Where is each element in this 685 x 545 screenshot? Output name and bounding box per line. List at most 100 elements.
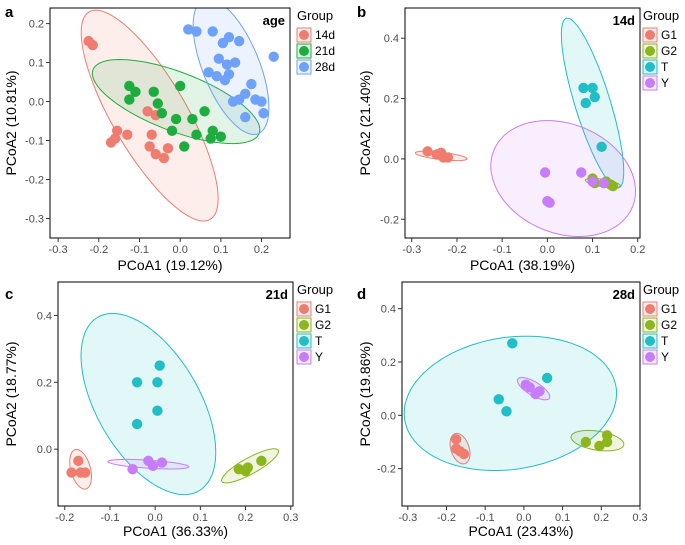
panel-c: c 21d -0.2 -0.1 0.0 0.1 0.2 0.3 0.0 0.2 0.4 PCoA1 (… bbox=[3, 281, 333, 539]
legend-label-G1: G1 bbox=[315, 302, 331, 316]
point-28d-2 bbox=[207, 26, 218, 37]
point-28d-4 bbox=[223, 32, 235, 43]
x-tick-label-d-1: -0.2 bbox=[437, 512, 456, 524]
point-Y-3 bbox=[576, 167, 587, 178]
x-tick-label-c-4: 0.2 bbox=[238, 512, 253, 524]
point-T-1 bbox=[501, 406, 512, 417]
point-14d-10 bbox=[150, 148, 161, 160]
legend-key-dot-G1 bbox=[299, 304, 309, 314]
legend-title-d: Group bbox=[643, 282, 679, 297]
point-21d-15 bbox=[205, 133, 216, 144]
point-G2-0 bbox=[580, 436, 592, 448]
point-21d-12 bbox=[199, 106, 210, 117]
point-T-2 bbox=[152, 405, 163, 416]
y-axis-label-d: PCoA2 (19.86%) bbox=[357, 341, 373, 446]
point-Y-2 bbox=[147, 460, 159, 472]
point-T-0 bbox=[578, 82, 589, 94]
y-tick-label-b-0: -0.2 bbox=[380, 214, 399, 226]
x-tick-label-a-0: -0.3 bbox=[49, 244, 68, 256]
point-T-3 bbox=[589, 91, 601, 103]
point-Y-3 bbox=[534, 386, 545, 397]
legend-key-dot-T bbox=[645, 62, 655, 72]
y-tick-label-a-4: 0.1 bbox=[29, 58, 44, 70]
legend-key-dot-21d bbox=[299, 46, 309, 56]
legend-label-Y: Y bbox=[661, 76, 669, 90]
x-tick-label-b-1: -0.2 bbox=[447, 244, 466, 256]
legend-key-dot-Y bbox=[299, 352, 309, 362]
legend-key-dot-28d bbox=[299, 62, 309, 72]
point-Y-3 bbox=[156, 457, 168, 468]
point-14d-8 bbox=[146, 129, 157, 140]
point-T-2 bbox=[580, 97, 591, 109]
y-tick-label-b-1: 0.0 bbox=[384, 154, 399, 166]
legend-key-dot-14d bbox=[299, 30, 309, 40]
x-tick-label-a-1: -0.2 bbox=[89, 244, 108, 256]
x-axis-label-b: PCoA1 (38.19%) bbox=[470, 257, 575, 273]
legend-label-G2: G2 bbox=[661, 44, 677, 58]
legend-label-21d: 21d bbox=[315, 44, 335, 58]
point-14d-9 bbox=[144, 141, 155, 152]
legend-label-G2: G2 bbox=[661, 318, 677, 332]
point-28d-13 bbox=[219, 74, 231, 86]
legend-label-T: T bbox=[661, 334, 669, 348]
ellipses-b bbox=[414, 17, 637, 237]
legend-title-a: Group bbox=[297, 8, 333, 23]
point-21d-8 bbox=[174, 80, 186, 92]
x-tick-label-a-5: 0.2 bbox=[254, 244, 269, 256]
point-14d-12 bbox=[162, 143, 174, 154]
panel-b: b 14d -0.3 -0.2 -0.1 0.0 0.1 0.2 -0.2 0.0 0.2 0.4 PC… bbox=[357, 4, 679, 273]
point-28d-10 bbox=[203, 67, 214, 78]
point-28d-6 bbox=[213, 53, 225, 64]
point-G1-3 bbox=[79, 467, 91, 478]
point-T-2 bbox=[507, 338, 518, 349]
point-T-1 bbox=[131, 418, 143, 430]
point-Y-0 bbox=[539, 167, 551, 178]
point-G2-2 bbox=[242, 462, 254, 473]
y-tick-label-a-0: -0.3 bbox=[25, 214, 44, 226]
plot-title-b: 14d bbox=[613, 13, 635, 28]
y-axis-label-b: PCoA2 (21.40%) bbox=[357, 70, 373, 175]
x-tick-label-d-0: -0.3 bbox=[398, 512, 417, 524]
x-tick-label-c-0: -0.2 bbox=[55, 512, 74, 524]
point-G1-1 bbox=[73, 455, 84, 467]
point-G1-0 bbox=[422, 146, 433, 157]
point-T-3 bbox=[541, 372, 553, 384]
point-28d-20 bbox=[227, 96, 239, 107]
legend-key-dot-G1 bbox=[645, 30, 655, 40]
point-28d-18 bbox=[256, 96, 267, 107]
legend-label-G1: G1 bbox=[661, 302, 677, 316]
ellipse-T bbox=[403, 335, 618, 471]
point-28d-8 bbox=[229, 57, 241, 68]
x-tick-label-a-2: -0.1 bbox=[130, 244, 149, 256]
y-axis-label-c: PCoA2 (18.77%) bbox=[3, 341, 19, 446]
y-tick-label-d-3: 0.4 bbox=[381, 304, 396, 316]
point-21d-2 bbox=[124, 94, 135, 105]
point-14d-1 bbox=[87, 39, 98, 51]
legend-key-dot-Y bbox=[645, 352, 655, 362]
point-28d-1 bbox=[191, 26, 202, 37]
y-tick-label-d-0: -0.2 bbox=[377, 464, 396, 476]
panel-a: a age -0.3 -0.2 -0.1 0.0 0.1 0.2 -0.3 -0.2 -0.1 0.0… bbox=[3, 4, 335, 273]
legend-label-T: T bbox=[315, 334, 323, 348]
point-G1-0 bbox=[66, 467, 77, 478]
y-tick-label-b-2: 0.2 bbox=[384, 94, 399, 106]
point-T-1 bbox=[587, 82, 598, 94]
point-G1-0 bbox=[450, 434, 462, 445]
x-tick-label-c-2: 0.0 bbox=[148, 512, 163, 524]
legend-label-G2: G2 bbox=[315, 318, 331, 332]
legend-d: Group G1 G2 TY bbox=[642, 282, 679, 365]
y-tick-label-a-5: 0.2 bbox=[29, 19, 44, 31]
point-21d-5 bbox=[156, 108, 168, 119]
point-21d-11 bbox=[191, 129, 202, 140]
plot-frame-d bbox=[401, 281, 641, 507]
ellipses-d bbox=[403, 335, 625, 471]
point-21d-9 bbox=[179, 141, 190, 152]
panel-d: d 28d -0.3 -0.2 -0.1 0.0 0.1 0.2 0.3 -0.2 0.0 0.2 0.… bbox=[357, 281, 679, 539]
point-21d-1 bbox=[130, 86, 141, 98]
plot-title-a: age bbox=[263, 13, 285, 28]
point-T-3 bbox=[154, 360, 165, 371]
point-G2-3 bbox=[601, 430, 613, 441]
plot-title-c: 21d bbox=[266, 287, 288, 302]
legend-a: Group 14d 21d 28d bbox=[296, 8, 335, 75]
